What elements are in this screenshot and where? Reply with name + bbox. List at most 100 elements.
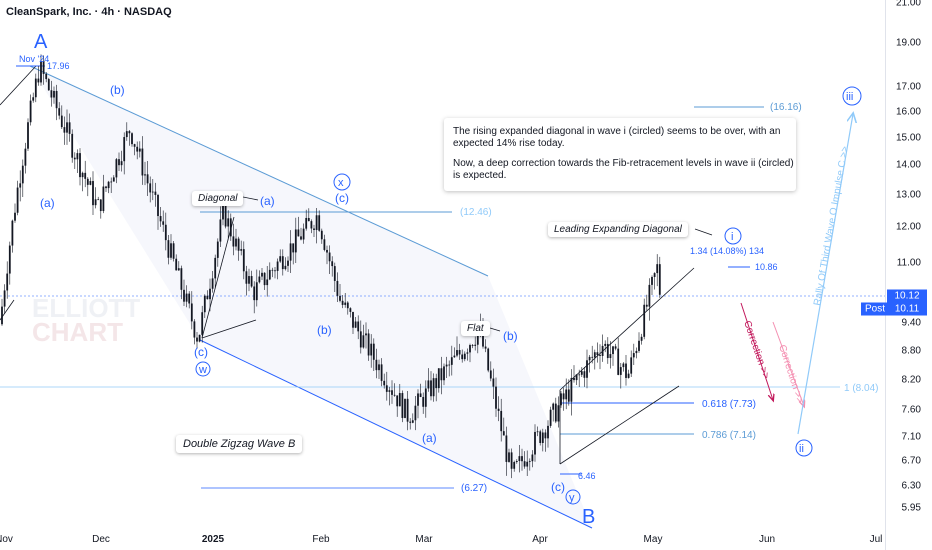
candle-body xyxy=(601,345,604,356)
candle-body xyxy=(8,245,11,274)
candle-body xyxy=(224,205,227,227)
candle-body xyxy=(162,221,165,225)
y-tick-label: 11.00 xyxy=(896,257,921,269)
x-tick-label: 2025 xyxy=(201,534,225,545)
correction-arrow-1 xyxy=(740,302,773,400)
candle-body xyxy=(175,258,178,271)
wave-w-circle xyxy=(195,361,211,377)
candle-body xyxy=(302,228,305,240)
wave-iii: iii xyxy=(846,91,853,103)
candle-body xyxy=(417,393,419,406)
candle-body xyxy=(292,243,295,253)
candle-body xyxy=(583,371,586,378)
note-paragraph-2: Now, a deep correction towards the Fib-r… xyxy=(453,158,794,181)
y-tick-label: 17.00 xyxy=(895,81,921,93)
candle-body xyxy=(253,286,256,301)
fib-1-label: 1 (8.04) xyxy=(844,383,878,394)
candle-body xyxy=(102,186,105,212)
candle-body xyxy=(562,393,565,400)
candle-body xyxy=(63,127,66,133)
candle-body xyxy=(357,321,360,332)
candle-body xyxy=(619,367,622,375)
candle-body xyxy=(37,78,40,83)
diagonal-wedge-lower xyxy=(201,319,257,339)
lead-diagonal-lower xyxy=(559,385,680,465)
candle-body xyxy=(237,238,240,251)
candle-body xyxy=(437,368,440,389)
candle-body xyxy=(323,239,326,250)
candle-body xyxy=(549,409,552,426)
candle-body xyxy=(487,348,490,371)
note-paragraph-1: The rising expanded diagonal in wave i (… xyxy=(453,126,781,149)
candle-body xyxy=(534,431,536,455)
candle-body xyxy=(110,181,113,183)
watermark: ELLIOTT CHART xyxy=(32,295,140,345)
candle-body xyxy=(341,300,344,305)
candle-body xyxy=(138,148,141,152)
candle-body xyxy=(635,350,638,354)
candle-body xyxy=(565,389,568,400)
candle-body xyxy=(648,284,651,307)
wave-B: B xyxy=(582,506,595,528)
candle-body xyxy=(53,90,55,98)
candle-body xyxy=(300,236,302,240)
candle-body xyxy=(560,393,562,406)
candle-body xyxy=(266,279,269,286)
candle-body xyxy=(50,90,53,98)
candle-body xyxy=(19,183,22,188)
candle-body xyxy=(518,456,521,462)
candle-body xyxy=(362,335,365,348)
price-axis[interactable]: 21.00 19.00 17.00 16.00 15.00 14.00 13.00 12.00… xyxy=(885,0,932,550)
candle-body xyxy=(625,363,627,378)
candle-body xyxy=(656,264,659,274)
candle-body xyxy=(367,333,370,356)
candle-body xyxy=(370,343,373,356)
candle-body xyxy=(383,380,386,386)
candle-body xyxy=(653,273,656,277)
candle-body xyxy=(578,374,581,376)
candle-body xyxy=(484,346,487,349)
candle-body xyxy=(622,363,625,368)
candle-body xyxy=(240,249,243,251)
candle-body xyxy=(289,243,292,261)
candle-body xyxy=(222,205,224,220)
candle-body xyxy=(320,230,323,240)
wave-a-diag: (a) xyxy=(260,194,275,208)
candle-body xyxy=(219,219,222,242)
candle-body xyxy=(409,421,412,423)
y-tick-label: 7.10 xyxy=(901,431,921,443)
candle-body xyxy=(396,395,399,407)
y-tick-label: 8.20 xyxy=(901,374,921,386)
candle-body xyxy=(352,311,354,328)
x-tick-label: Jun xyxy=(758,534,776,545)
candle-body xyxy=(495,386,497,409)
candle-body xyxy=(157,194,159,217)
wave-c-w: (c) xyxy=(194,345,208,359)
candle-body xyxy=(406,398,409,422)
candle-body xyxy=(570,377,573,402)
candle-body xyxy=(645,304,648,307)
candle-body xyxy=(575,374,578,381)
candle-body xyxy=(385,385,388,392)
candle-body xyxy=(307,217,310,222)
candle-body xyxy=(305,217,308,229)
candle-body xyxy=(510,452,513,469)
leading-diagonal-callout: Leading Expanding Diagonal xyxy=(548,222,688,237)
candle-body xyxy=(27,122,29,149)
candle-body xyxy=(482,326,484,347)
top-price-label: 10.86 xyxy=(755,262,778,272)
candle-body xyxy=(440,368,443,381)
candle-body xyxy=(422,396,425,407)
x-tick-label: Feb xyxy=(312,534,330,545)
candle-body xyxy=(203,295,206,313)
x-tick-label: Jul xyxy=(869,534,883,545)
wave-ii: ii xyxy=(799,443,804,455)
wave-A: A xyxy=(34,31,48,53)
candle-body xyxy=(105,186,107,189)
y-tick-label: 13.00 xyxy=(895,189,921,201)
y-tick-label: 21.00 xyxy=(895,0,921,9)
y-tick-label: 15.00 xyxy=(895,132,921,144)
candle-body xyxy=(99,199,102,212)
candle-body xyxy=(513,462,516,469)
